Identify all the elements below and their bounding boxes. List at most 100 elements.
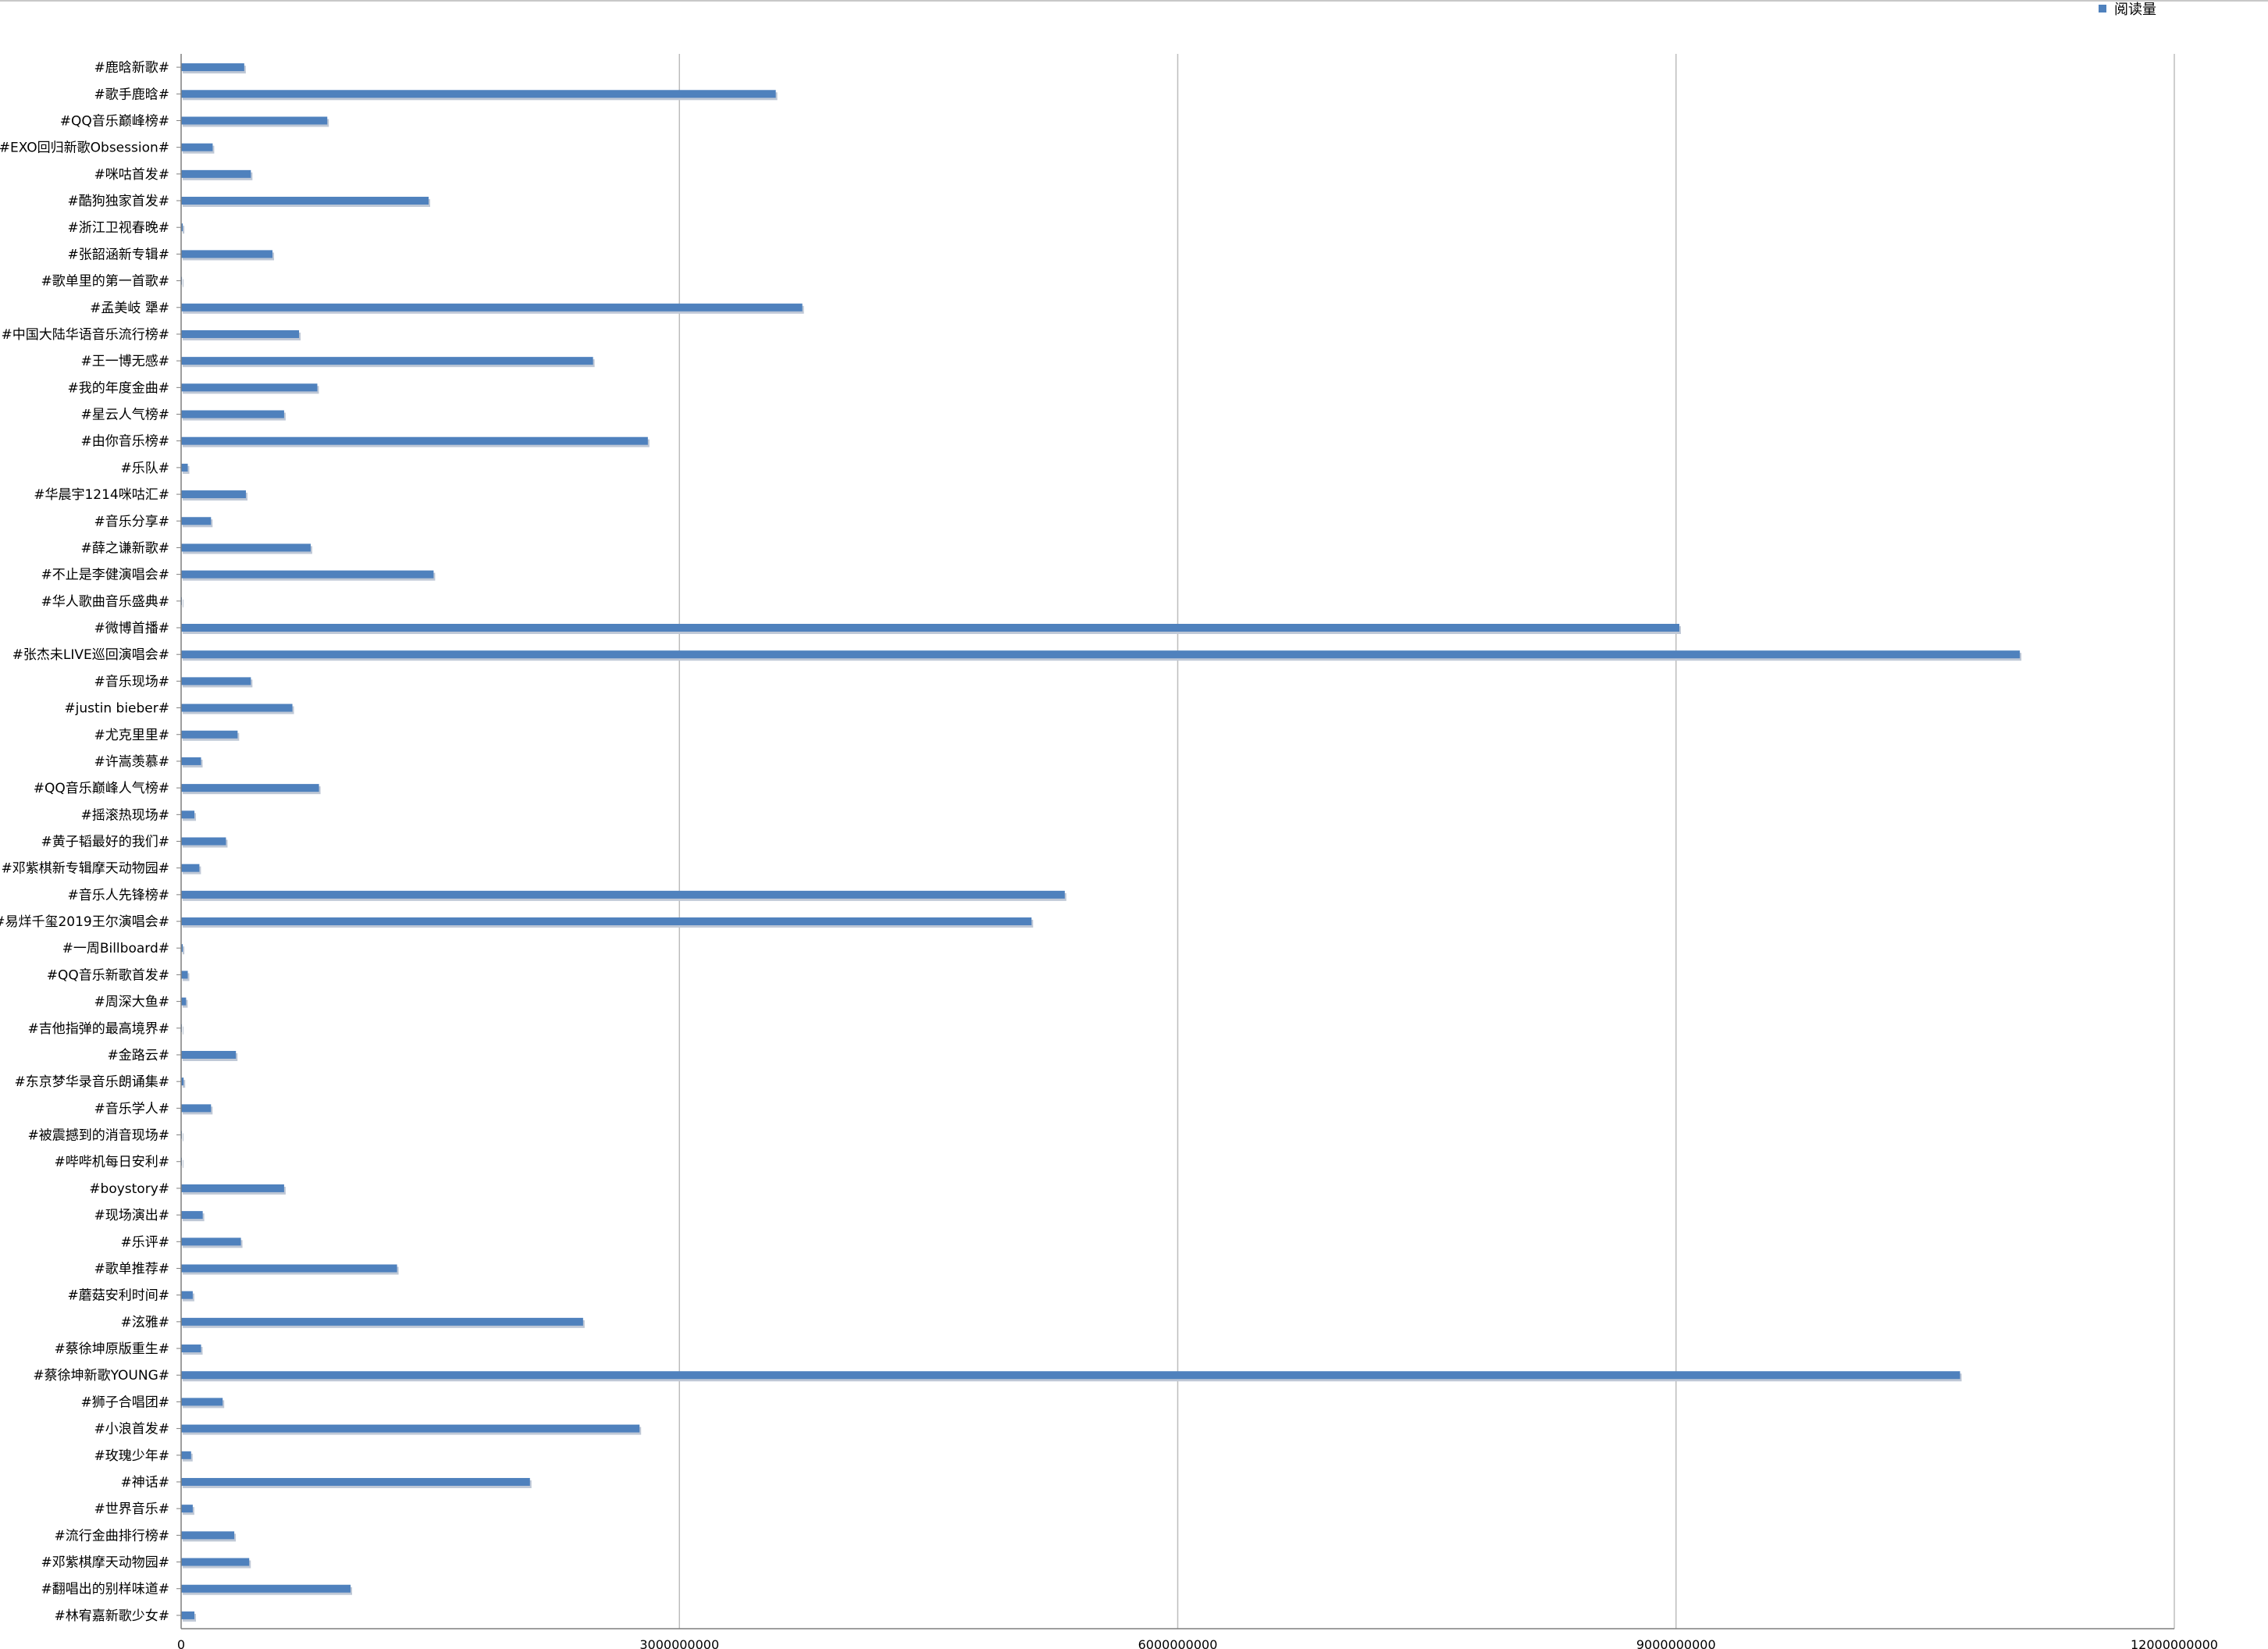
bar — [181, 357, 593, 365]
category-label: #音乐学人# — [94, 1101, 170, 1117]
x-tick-label: 0 — [177, 1637, 185, 1649]
bar — [181, 490, 246, 499]
bar — [181, 116, 328, 125]
category-label: #乐评# — [121, 1234, 170, 1250]
category-label: #鹿晗新歌# — [94, 60, 170, 76]
category-label: #狮子合唱团# — [81, 1394, 170, 1410]
category-label: #蔡徐坤原版重生# — [55, 1341, 170, 1357]
bar — [181, 517, 212, 525]
category-label: #QQ音乐巅峰人气榜# — [34, 781, 169, 796]
x-tick-labels: 0 3000000000 6000000000 9000000000 120000000… — [177, 1637, 2218, 1649]
x-tick-label: 9000000000 — [1636, 1637, 1716, 1649]
category-label: #音乐分享# — [94, 514, 170, 529]
bar — [181, 197, 429, 205]
bar — [181, 1264, 397, 1273]
bar — [181, 1505, 193, 1513]
bar — [181, 90, 776, 98]
category-label: #华人歌曲音乐盛典# — [41, 594, 170, 610]
category-label: #乐队# — [121, 461, 170, 476]
category-label: #易烊千玺2019王尔演唱会# — [0, 914, 169, 930]
bar — [181, 1477, 530, 1486]
category-label: #现场演出# — [94, 1208, 170, 1223]
category-label: #邓紫棋新专辑摩天动物园# — [2, 861, 170, 877]
category-label: #翻唱出的别样味道# — [41, 1582, 170, 1597]
category-label: #金路云# — [108, 1048, 170, 1063]
gridlines — [678, 54, 2175, 1629]
bar — [181, 1558, 250, 1566]
bar — [181, 329, 300, 338]
category-label: #周深大鱼# — [94, 995, 170, 1010]
bar — [181, 1238, 241, 1246]
bar — [181, 1451, 191, 1459]
category-label: #世界音乐# — [94, 1501, 170, 1517]
bar — [181, 810, 195, 819]
category-label: #王一博无感# — [81, 354, 170, 369]
category-label: #酷狗独家首发# — [68, 194, 170, 209]
bar — [181, 463, 188, 472]
category-label: #星云人气榜# — [81, 408, 170, 423]
bar — [181, 944, 183, 953]
bar — [181, 303, 803, 312]
bars — [181, 63, 2022, 1622]
bar — [181, 169, 251, 178]
axes — [176, 54, 2174, 1629]
bar — [181, 677, 251, 686]
category-label: #中国大陆华语音乐流行榜# — [2, 327, 170, 343]
category-label: #流行金曲排行榜# — [55, 1528, 170, 1544]
category-label: #东京梦华录音乐朗诵集# — [15, 1074, 170, 1090]
legend-swatch — [2099, 5, 2106, 12]
category-label: #浙江卫视春晚# — [68, 220, 170, 236]
category-label: #蘑菇安利时间# — [68, 1288, 170, 1304]
category-label: #吉他指弹的最高境界# — [28, 1021, 170, 1037]
category-label: #黄子韬最好的我们# — [41, 835, 170, 850]
category-label: #由你音乐榜# — [81, 434, 170, 450]
bar — [181, 1371, 1960, 1380]
category-label: #EXO回归新歌Obsession# — [0, 141, 169, 156]
category-label: #神话# — [121, 1475, 170, 1491]
bar-shadow — [183, 1080, 186, 1088]
category-label: #音乐人先锋榜# — [68, 888, 170, 903]
bar — [181, 250, 273, 258]
bar — [181, 890, 1065, 899]
bar — [181, 703, 293, 712]
category-label: #小浪首发# — [94, 1422, 170, 1437]
bar — [181, 1611, 195, 1619]
bar — [181, 1050, 237, 1059]
category-label: #boystory# — [89, 1181, 169, 1197]
bar — [181, 436, 648, 445]
bar — [181, 1531, 235, 1540]
bar-shadow — [183, 226, 185, 234]
category-label: #我的年度金曲# — [68, 380, 170, 396]
bar — [181, 1584, 351, 1593]
category-label: #一周Billboard# — [62, 941, 169, 956]
bar — [181, 757, 201, 765]
bar — [181, 570, 434, 579]
bar — [181, 784, 319, 792]
bar — [181, 624, 1680, 632]
category-label: #歌单里的第一首歌# — [41, 274, 170, 290]
bar — [181, 543, 311, 552]
bar-shadow — [183, 946, 185, 955]
category-label: #QQ音乐新歌首发# — [47, 967, 169, 983]
category-label: #张韶涵新专辑# — [68, 247, 170, 262]
category-label: #林宥嘉新歌少女# — [55, 1608, 170, 1624]
category-label: #摇滚热现场# — [81, 807, 170, 823]
category-label: #张杰未LIVE巡回演唱会# — [12, 647, 169, 663]
x-tick-label: 12000000000 — [2131, 1637, 2218, 1649]
bar — [181, 1211, 203, 1220]
bar — [181, 864, 200, 872]
bar — [181, 1424, 640, 1433]
bar — [181, 917, 1032, 926]
category-label: #蔡徐坤新歌YOUNG# — [33, 1368, 169, 1384]
category-label: #孟美岐 犟# — [90, 301, 169, 316]
legend-label: 阅读量 — [2114, 2, 2156, 18]
category-label: #不止是李健演唱会# — [41, 568, 170, 583]
x-tick-label: 6000000000 — [1138, 1637, 1218, 1649]
bar — [181, 1077, 184, 1086]
bar — [181, 650, 2021, 659]
bar — [181, 383, 318, 392]
category-label: #微博首播# — [94, 621, 170, 636]
bar — [181, 1184, 284, 1192]
